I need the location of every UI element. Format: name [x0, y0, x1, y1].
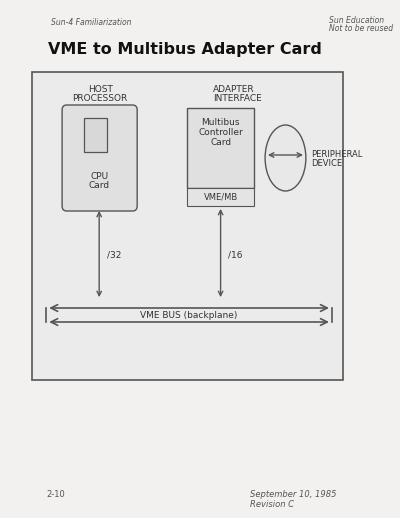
Text: VME BUS (backplane): VME BUS (backplane)	[140, 310, 238, 320]
Text: PROCESSOR: PROCESSOR	[72, 94, 128, 103]
Text: CPU: CPU	[90, 172, 108, 181]
Text: Card: Card	[89, 181, 110, 190]
Text: Card: Card	[210, 138, 231, 147]
Bar	[187, 108, 254, 188]
Text: ADAPTER: ADAPTER	[213, 85, 255, 94]
Text: September 10, 1985: September 10, 1985	[250, 490, 337, 499]
Ellipse shape	[265, 125, 306, 191]
Text: PERIPHERAL: PERIPHERAL	[312, 150, 363, 159]
FancyBboxPatch shape	[62, 105, 137, 211]
Text: Controller: Controller	[198, 128, 243, 137]
Text: Revision C: Revision C	[250, 500, 294, 509]
Bar	[84, 118, 106, 152]
Text: /32: /32	[106, 251, 121, 260]
Text: 2-10: 2-10	[46, 490, 65, 499]
Text: DEVICE: DEVICE	[312, 159, 342, 168]
Text: VME/MB: VME/MB	[204, 193, 238, 202]
Text: VME to Multibus Adapter Card: VME to Multibus Adapter Card	[48, 42, 322, 57]
Bar	[187, 188, 254, 206]
Text: INTERFACE: INTERFACE	[213, 94, 262, 103]
Text: HOST: HOST	[88, 85, 112, 94]
Text: Sun-4 Familiarization: Sun-4 Familiarization	[51, 18, 132, 27]
Text: Multibus: Multibus	[201, 118, 240, 127]
Text: Not to be reused: Not to be reused	[329, 24, 393, 33]
Text: /16: /16	[228, 251, 242, 260]
Text: Sun Education: Sun Education	[329, 16, 384, 25]
Bar	[32, 72, 343, 380]
